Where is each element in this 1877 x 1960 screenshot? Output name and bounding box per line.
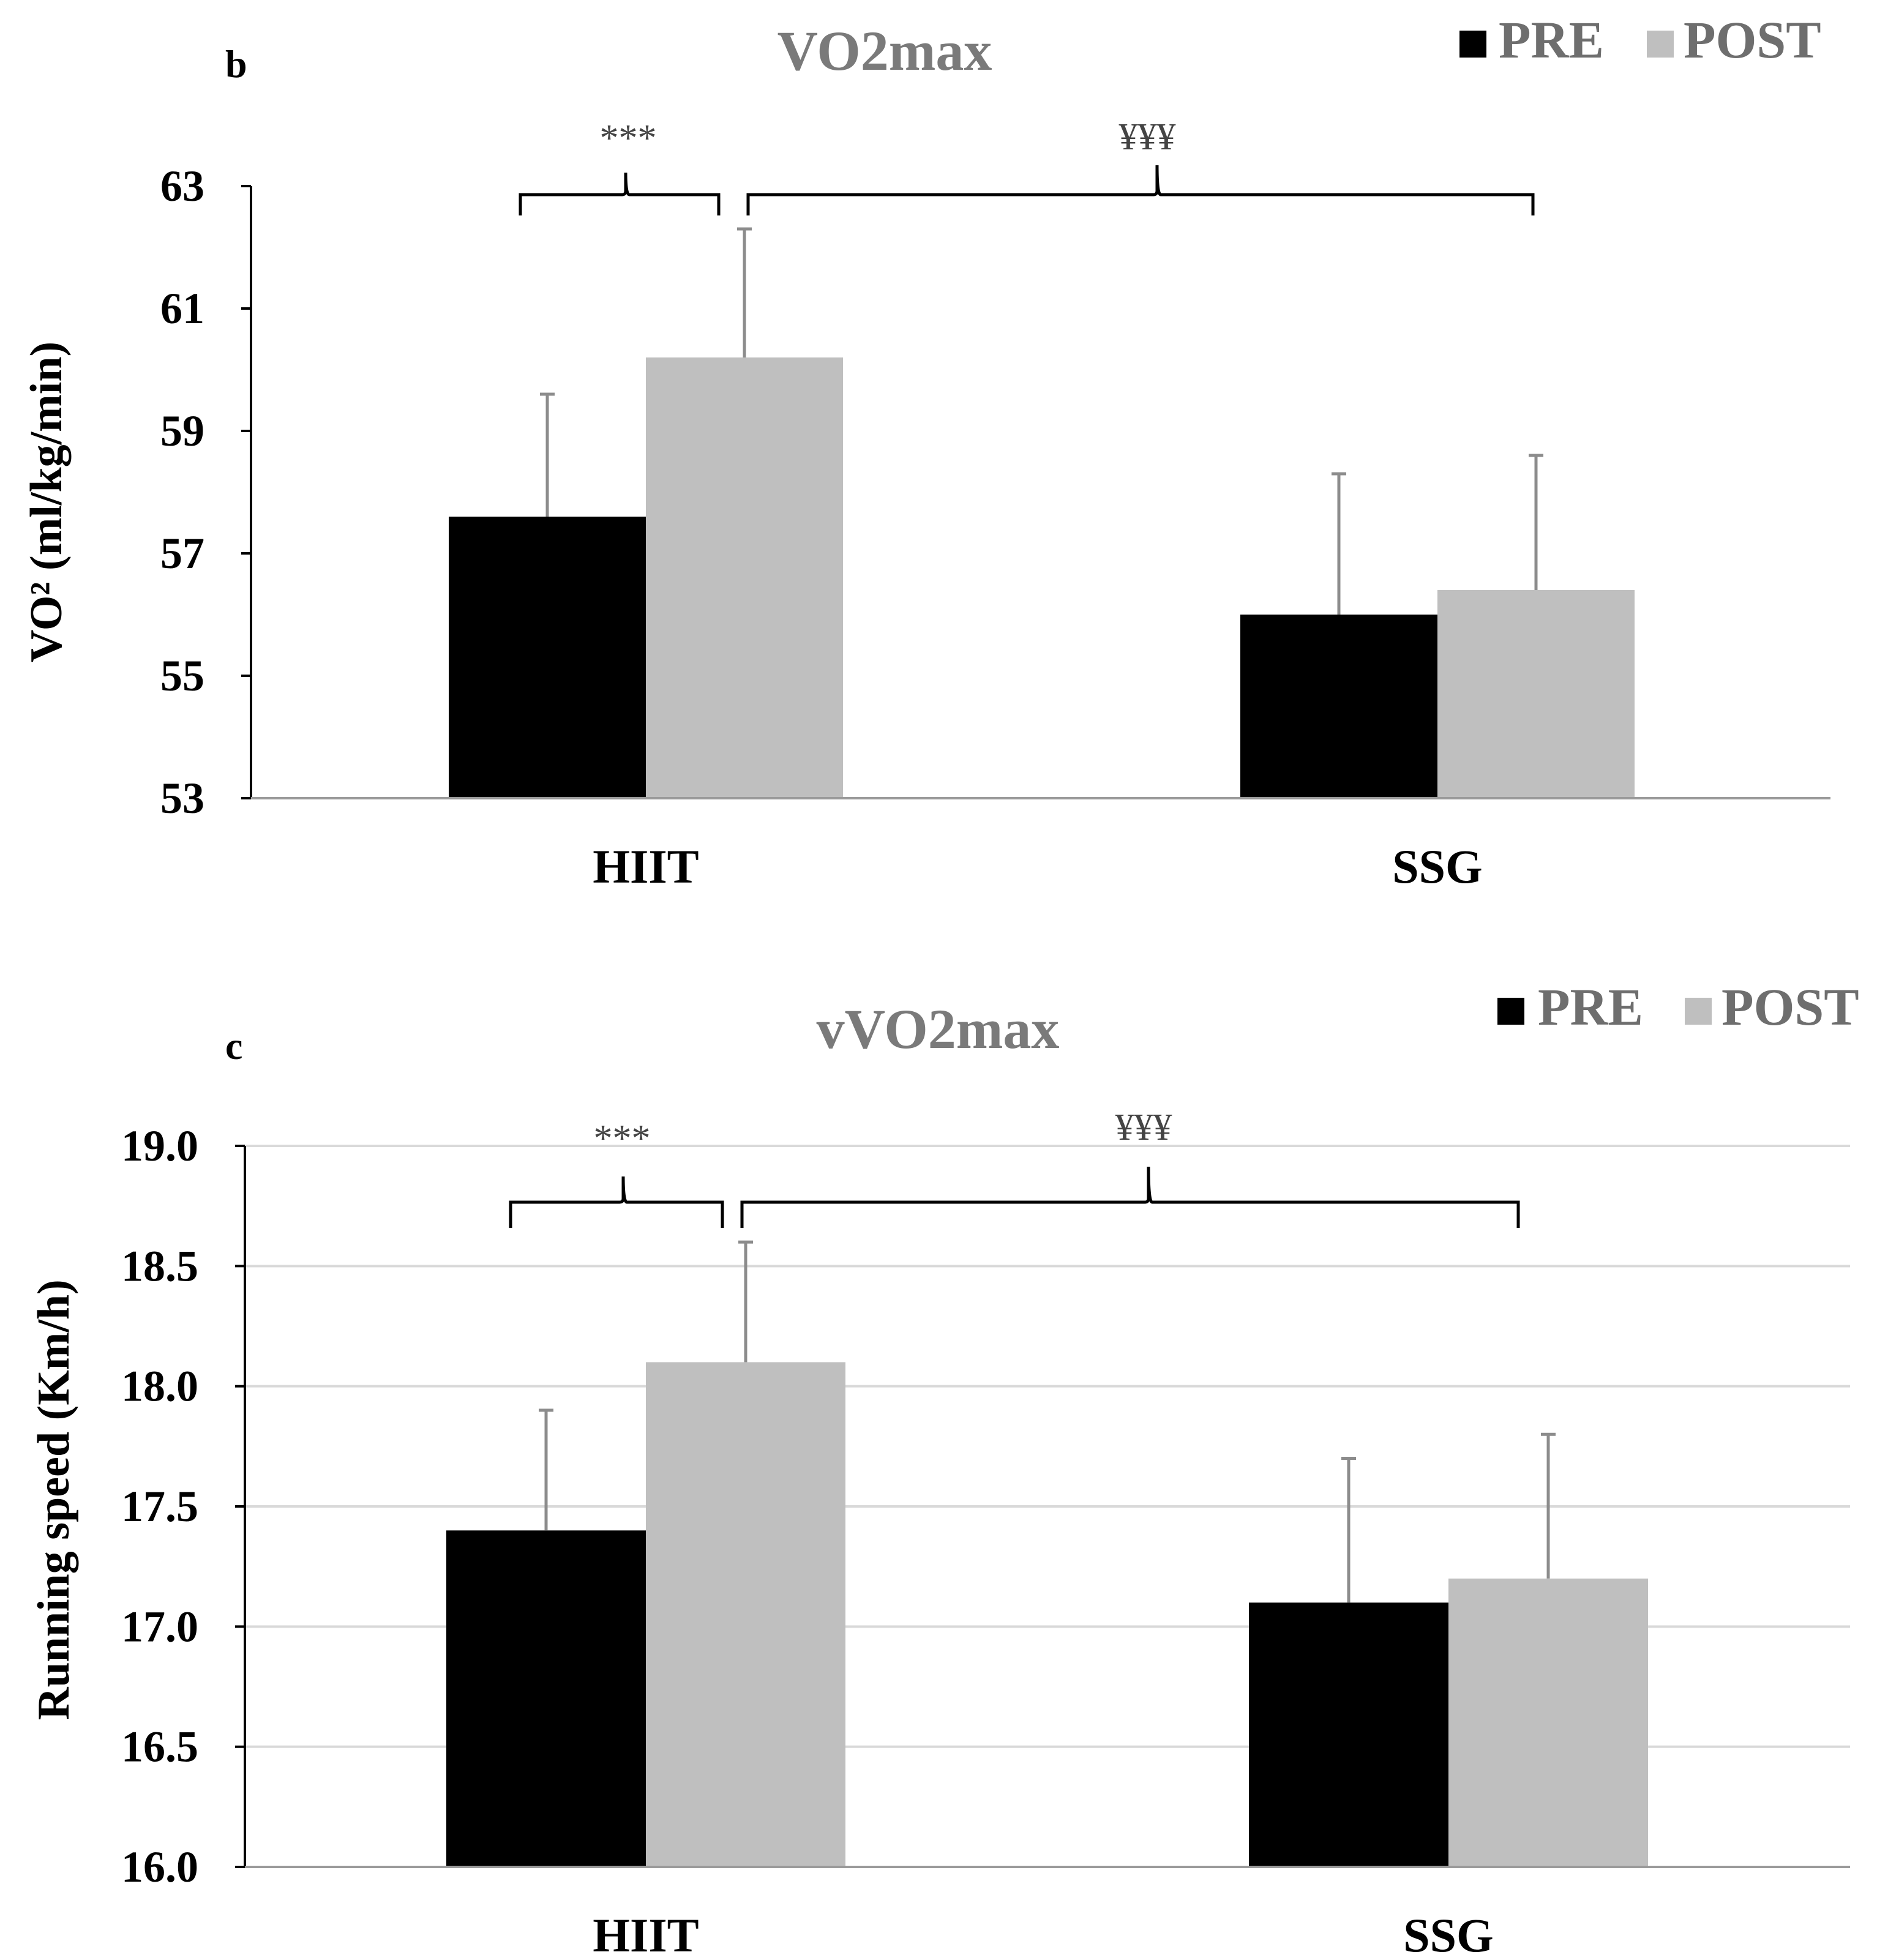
legend-label-pre: PRE — [1499, 10, 1604, 69]
bar-post-hiit — [646, 357, 843, 798]
y-tick-label: 18.0 — [121, 1362, 198, 1411]
legend-label-post: POST — [1722, 978, 1859, 1036]
y-tick-label: 17.5 — [121, 1482, 198, 1531]
legend-label-pre: PRE — [1538, 978, 1643, 1036]
bar-pre-hiit — [446, 1530, 646, 1867]
bar-pre-hiit — [449, 517, 646, 798]
bar-pre-ssg — [1240, 615, 1437, 798]
bar-post-hiit — [646, 1362, 845, 1867]
legend-swatch-post — [1685, 998, 1712, 1025]
bars — [449, 357, 1635, 798]
panel-letter: c — [225, 1024, 242, 1068]
legend-swatch-post — [1647, 31, 1674, 58]
y-tick-labels: 53 55 57 59 61 63 — [160, 162, 204, 823]
y-tick-label: 17.0 — [121, 1602, 198, 1651]
y-tick-label: 55 — [160, 651, 204, 700]
axes — [235, 1145, 1850, 1868]
legend-label-post: POST — [1684, 10, 1821, 69]
bracket-between-groups — [746, 165, 1535, 215]
legend: PRE POST — [1459, 10, 1821, 69]
chart-title: VO2max — [777, 20, 992, 82]
y-tick-label: 59 — [160, 406, 204, 455]
annotation-group-difference: ¥¥¥ — [1115, 1107, 1172, 1148]
significance-annotations: *** ¥¥¥ — [519, 116, 1535, 215]
y-axis-label: Running speed (Km/h) — [29, 1279, 79, 1720]
y-tick-label: 57 — [160, 529, 204, 578]
x-tick-label: HIIT — [593, 840, 699, 893]
axes — [241, 185, 1830, 799]
x-tick-label: SSG — [1392, 840, 1482, 893]
bar-pre-ssg — [1249, 1603, 1448, 1867]
y-tick-label: 63 — [160, 162, 204, 211]
bar-post-ssg — [1437, 590, 1635, 798]
bar-post-ssg — [1448, 1578, 1648, 1867]
annotation-hiit-pre-post: *** — [600, 118, 657, 159]
y-tick-label: 18.5 — [121, 1241, 198, 1290]
chart-title: vVO2max — [817, 998, 1060, 1060]
y-tick-label: 16.5 — [121, 1722, 198, 1771]
annotation-hiit-pre-post: *** — [594, 1118, 651, 1159]
annotation-group-difference: ¥¥¥ — [1119, 116, 1176, 158]
legend-swatch-pre — [1497, 998, 1524, 1025]
significance-annotations: *** ¥¥¥ — [509, 1107, 1520, 1228]
bracket-within-hiit — [509, 1176, 724, 1228]
x-tick-label: SSG — [1403, 1909, 1493, 1960]
x-tick-labels: HIIT SSG — [593, 840, 1482, 893]
error-bars — [540, 227, 1543, 615]
panel-letter: b — [225, 42, 247, 86]
y-tick-label: 19.0 — [121, 1121, 198, 1170]
x-tick-label: HIIT — [593, 1909, 699, 1960]
legend: PRE POST — [1497, 978, 1859, 1036]
y-axis-label: VO² (ml/kg/min) — [21, 342, 72, 662]
y-tick-label: 16.0 — [121, 1842, 198, 1891]
legend-swatch-pre — [1459, 31, 1486, 58]
chart-panel-vvo2max: c vVO2max PRE POST Running speed (Km/h) … — [29, 978, 1859, 1960]
chart-panel-vo2max: b VO2max PRE POST VO² (ml/kg/min) 53 55 57… — [21, 10, 1830, 893]
bracket-within-hiit — [519, 172, 721, 215]
y-tick-label: 61 — [160, 284, 204, 333]
y-tick-label: 53 — [160, 774, 204, 823]
x-tick-labels: HIIT SSG — [593, 1909, 1493, 1960]
y-tick-labels: 16.0 16.5 17.0 17.5 18.0 18.5 19.0 — [121, 1121, 198, 1891]
error-bars — [539, 1240, 1556, 1603]
bracket-between-groups — [740, 1166, 1520, 1228]
bars — [446, 1362, 1648, 1867]
